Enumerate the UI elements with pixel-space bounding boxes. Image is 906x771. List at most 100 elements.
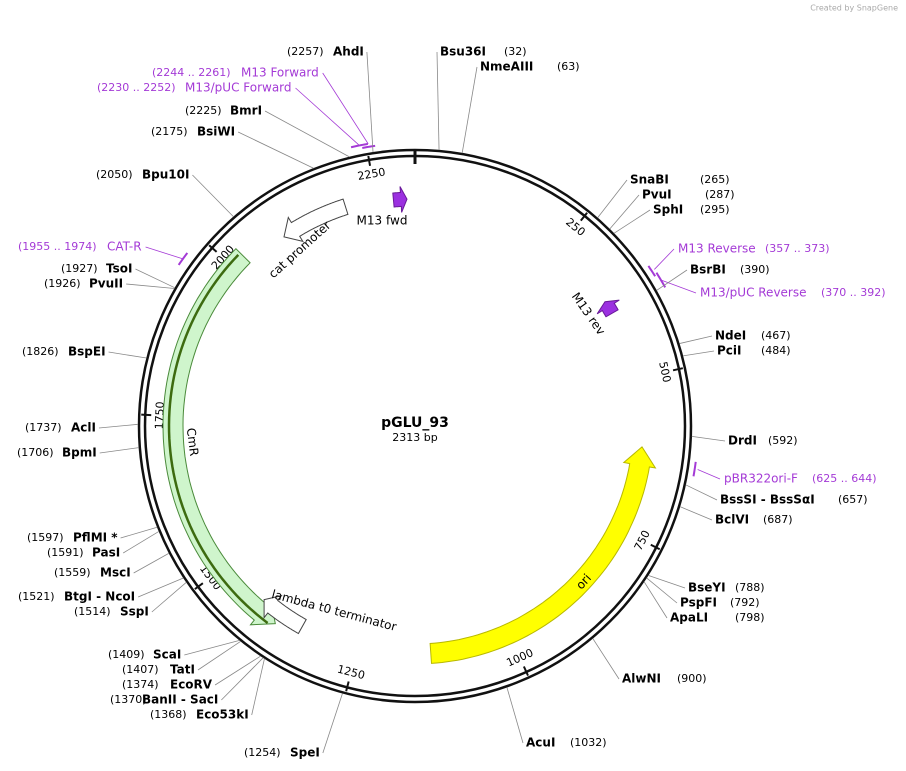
site-position: (1927) bbox=[61, 262, 98, 275]
site-position: (1514) bbox=[74, 605, 111, 618]
primer-range: (625 .. 644) bbox=[812, 472, 877, 485]
site-name: AhdI bbox=[333, 45, 364, 59]
site-connector bbox=[691, 435, 726, 442]
credit: Created by SnapGene bbox=[810, 4, 898, 13]
site-position: (1374) bbox=[122, 678, 159, 691]
site-connector bbox=[122, 531, 160, 554]
ruler-label: 250 bbox=[563, 216, 588, 239]
site-position: (1409) bbox=[108, 648, 145, 661]
site-name: BspEI bbox=[68, 345, 106, 359]
site-position: (2050) bbox=[96, 168, 133, 181]
site-connector bbox=[648, 575, 686, 589]
site-position: (1370) bbox=[110, 693, 147, 706]
primer-site bbox=[692, 461, 697, 477]
site-position: (798) bbox=[735, 611, 765, 624]
plasmid-name: pGLU_93 bbox=[381, 415, 449, 431]
ruler-tick bbox=[345, 681, 350, 692]
ruler-tick bbox=[522, 666, 529, 677]
primer-range: (357 .. 373) bbox=[765, 242, 830, 255]
site-name: BseYI bbox=[688, 581, 726, 595]
site-connector bbox=[506, 687, 524, 744]
site-connector bbox=[461, 66, 478, 154]
site-position: (788) bbox=[735, 581, 765, 594]
site-name: ApaLI bbox=[670, 611, 708, 625]
primer-name: M13/pUC Reverse bbox=[700, 286, 807, 300]
site-connector bbox=[366, 51, 374, 153]
site-name: BanII - SacI bbox=[142, 693, 218, 707]
site-position: (1737) bbox=[25, 421, 62, 434]
site-name: NdeI bbox=[715, 329, 746, 343]
site-connector bbox=[685, 484, 718, 501]
site-name: TatI bbox=[170, 663, 195, 677]
site-name: TsoI bbox=[106, 262, 132, 276]
site-connector bbox=[264, 110, 350, 158]
site-position: (1254) bbox=[244, 746, 281, 759]
site-connector bbox=[322, 693, 343, 754]
site-position: (287) bbox=[705, 188, 735, 201]
site-position: (657) bbox=[838, 493, 868, 506]
m13-rev-arrow bbox=[596, 299, 620, 318]
site-name: AcuI bbox=[526, 736, 555, 750]
site-name: MscI bbox=[100, 566, 131, 580]
site-name: SphI bbox=[653, 203, 683, 217]
site-connector bbox=[679, 335, 713, 344]
site-position: (1559) bbox=[54, 566, 91, 579]
primer-connector bbox=[145, 246, 184, 260]
primer-site bbox=[362, 144, 376, 149]
primer-name: M13/pUC Forward bbox=[185, 81, 292, 95]
site-name: Bpu10I bbox=[142, 168, 189, 182]
ruler-label: 2250 bbox=[357, 165, 387, 183]
terminator-arrow bbox=[263, 594, 307, 635]
site-connector bbox=[184, 639, 240, 656]
site-position: (32) bbox=[504, 45, 527, 58]
site-name: PflMI * bbox=[73, 531, 118, 545]
site-name: BssSI - BssSαI bbox=[720, 493, 815, 507]
site-name: BsiWI bbox=[197, 125, 235, 139]
site-name: Eco53kI bbox=[196, 708, 249, 722]
primer-name: M13 Reverse bbox=[678, 242, 756, 256]
site-connector bbox=[592, 638, 620, 680]
site-connector bbox=[646, 577, 678, 604]
ruler-label: 1000 bbox=[505, 646, 536, 669]
ruler-tick bbox=[650, 543, 661, 551]
site-position: (390) bbox=[740, 263, 770, 276]
site-connector bbox=[133, 552, 170, 574]
site-name: Bsu36I bbox=[440, 45, 486, 59]
feature-label: M13 rev bbox=[569, 290, 608, 338]
site-name: AclI bbox=[71, 421, 96, 435]
site-position: (687) bbox=[763, 513, 793, 526]
site-connector bbox=[214, 655, 261, 686]
site-connector bbox=[682, 350, 715, 357]
site-position: (467) bbox=[761, 329, 791, 342]
site-name: PciI bbox=[717, 344, 742, 358]
ruler-tick bbox=[367, 155, 372, 167]
site-position: (792) bbox=[730, 596, 760, 609]
primer-range: (2244 .. 2261) bbox=[152, 66, 231, 79]
site-connector bbox=[613, 209, 651, 234]
primer-range: (370 .. 392) bbox=[821, 286, 886, 299]
primer-name: pBR322ori-F bbox=[724, 472, 798, 486]
site-position: (900) bbox=[677, 672, 707, 685]
site-connector bbox=[679, 506, 713, 521]
primer-connector bbox=[295, 87, 360, 146]
ruler-tick bbox=[194, 582, 204, 590]
site-name: BsrBI bbox=[690, 263, 726, 277]
feature-label: M13 fwd bbox=[357, 214, 408, 228]
site-name: SnaBI bbox=[630, 173, 669, 187]
ruler-tick bbox=[580, 212, 588, 222]
site-connector bbox=[609, 194, 640, 230]
site-position: (295) bbox=[700, 203, 730, 216]
primer-connector bbox=[660, 279, 697, 294]
site-connector bbox=[656, 269, 688, 291]
site-name: PspFI bbox=[680, 596, 717, 610]
site-position: (1926) bbox=[44, 277, 81, 290]
site-connector bbox=[643, 581, 668, 619]
site-position: (2175) bbox=[151, 125, 188, 138]
site-position: (1597) bbox=[27, 531, 64, 544]
site-name: DrdI bbox=[728, 434, 757, 448]
ruler-tick bbox=[672, 367, 684, 372]
site-connector bbox=[137, 577, 184, 598]
site-position: (1591) bbox=[47, 546, 84, 559]
site-position: (265) bbox=[700, 173, 730, 186]
